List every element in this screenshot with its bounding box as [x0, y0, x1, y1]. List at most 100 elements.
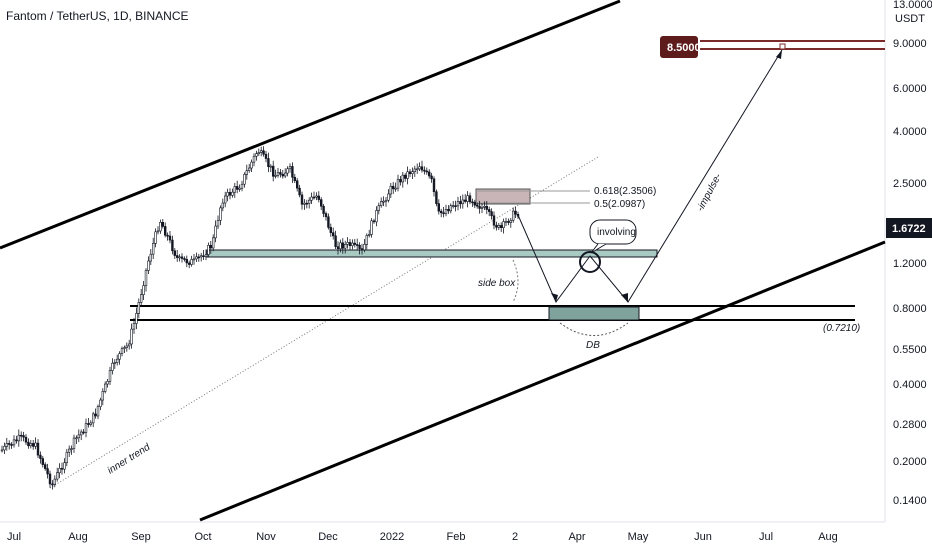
candle-body [444, 208, 448, 215]
candle-body [456, 201, 460, 207]
side-box-zone[interactable] [206, 249, 658, 258]
candle-body [408, 171, 412, 175]
candle-body [176, 255, 179, 258]
candle-body [471, 201, 474, 204]
candle-body [51, 483, 54, 486]
candle-body [84, 423, 88, 433]
db-zone[interactable] [548, 306, 640, 321]
time-tick-label: Nov [256, 531, 276, 543]
involving-callout[interactable] [589, 219, 637, 245]
time-tick-label: May [628, 531, 649, 543]
candle-body [111, 362, 114, 371]
side-box-label: side box [478, 278, 516, 289]
candle-body [497, 225, 500, 228]
candle-body [75, 437, 78, 440]
candle-body [454, 205, 457, 207]
candle-body [58, 467, 61, 474]
candle-body [255, 153, 258, 157]
candle-body [19, 434, 23, 437]
candle-body [248, 167, 251, 171]
time-tick-label: Jun [694, 531, 712, 543]
candle-body [298, 187, 301, 196]
candle-body [363, 244, 366, 251]
candle-body [360, 248, 364, 251]
projection-path[interactable] [517, 49, 783, 303]
price-tick-label: 0.2000 [893, 456, 927, 468]
arrow-head-2 [621, 293, 628, 302]
candle-body [336, 246, 340, 250]
price-tick-label: 0.2800 [893, 419, 927, 431]
candle-body [183, 258, 186, 260]
candle-body [473, 201, 476, 206]
candle-body [70, 448, 73, 450]
candle-body [164, 226, 167, 236]
candle-body [236, 186, 239, 190]
candle-body [185, 259, 188, 264]
candle-body [209, 244, 212, 249]
candle-body [125, 345, 129, 348]
db-arc [559, 322, 629, 336]
candle-body [137, 302, 140, 314]
candle-body [379, 201, 383, 206]
candle-body [341, 242, 344, 249]
candle-body [509, 219, 512, 223]
candle-body [104, 383, 107, 392]
candle-body [303, 202, 306, 205]
candle-body [29, 443, 32, 447]
candle-body [106, 381, 109, 385]
candle-body [279, 172, 282, 175]
candle-body [17, 434, 20, 442]
candle-body [288, 166, 292, 170]
current-price-badge[interactable] [886, 218, 932, 238]
candle-body [101, 391, 105, 401]
db-label: DB [586, 340, 600, 351]
candle-body [485, 205, 488, 210]
candle-body [348, 242, 352, 247]
candle-body [365, 235, 368, 245]
candle-body [195, 256, 198, 260]
resistance-zone[interactable] [475, 188, 531, 205]
candle-body [10, 444, 13, 446]
price-axis-panel[interactable] [885, 0, 932, 550]
candle-body [63, 462, 66, 470]
candle-body [144, 270, 148, 286]
candle-body [487, 209, 491, 212]
candle-body [442, 212, 445, 215]
candle-body [322, 205, 325, 214]
candle-body [214, 225, 217, 239]
candle-body [166, 234, 169, 237]
candle-body [87, 423, 90, 425]
candle-body [367, 234, 371, 236]
candle-body [118, 353, 121, 360]
candle-body [507, 221, 510, 223]
candle-body [130, 328, 133, 345]
price-tick-label: 0.4000 [893, 379, 927, 391]
price-tick-label: 2.5000 [893, 178, 927, 190]
candle-body [372, 220, 376, 223]
candle-body [423, 169, 426, 172]
price-tick-label: 9.0000 [893, 38, 927, 50]
candle-body [305, 202, 308, 205]
candle-body [492, 215, 496, 226]
candle-body [154, 231, 157, 244]
candle-body [15, 439, 18, 442]
candle-body [293, 176, 296, 182]
involving-circle[interactable] [579, 251, 601, 273]
candle-body [451, 205, 455, 207]
candle-body [502, 221, 505, 228]
candle-body [128, 343, 131, 347]
candle-body [401, 174, 404, 183]
price-tick-label: 0.1400 [893, 495, 927, 507]
lower-channel-line[interactable] [199, 240, 886, 522]
upper-channel-line[interactable] [0, 0, 621, 250]
candle-body [41, 458, 45, 465]
target-badge[interactable] [660, 36, 698, 58]
candle-body [149, 253, 152, 262]
time-tick-label: Apr [568, 531, 585, 543]
price-tick-label: 0.8000 [893, 303, 927, 315]
candle-body [159, 222, 162, 232]
candle-body [12, 439, 16, 446]
candle-body [224, 195, 227, 204]
candle-body [435, 191, 438, 204]
